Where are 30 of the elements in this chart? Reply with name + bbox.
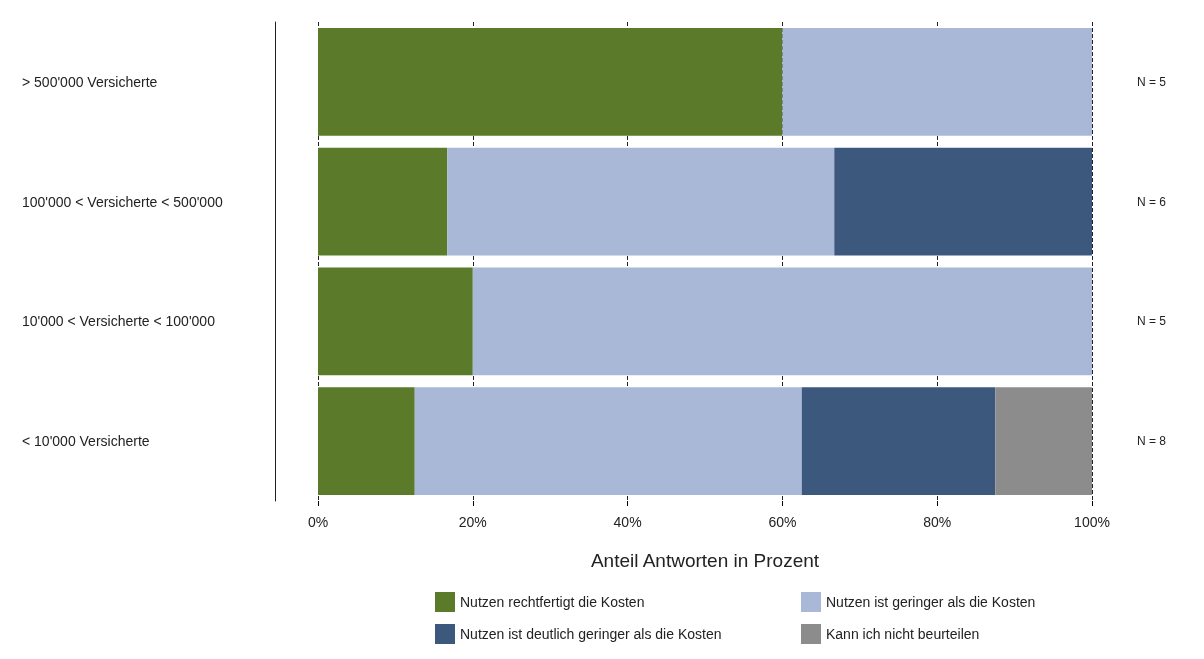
y-tick-label: > 500'000 Versicherte (22, 73, 158, 90)
x-axis-title: Anteil Antworten in Prozent (590, 550, 820, 571)
y-tick-label: < 10'000 Versicherte (22, 433, 150, 450)
x-tick-label: 20% (458, 514, 487, 530)
legend-label: Nutzen rechtfertigt die Kosten (460, 594, 645, 610)
x-tick-label: 40% (613, 514, 642, 530)
bar (318, 267, 473, 376)
y-tick-label: 100'000 < Versicherte < 500'000 (22, 193, 223, 210)
x-tick-label: 100% (1074, 514, 1110, 530)
bar (801, 387, 996, 496)
legend-label: Nutzen ist geringer als die Kosten (826, 594, 1036, 610)
y-tick-label: 10'000 < Versicherte < 100'000 (22, 313, 216, 330)
legend-label: Kann ich nicht beurteilen (826, 626, 980, 642)
legend-label: Nutzen ist deutlich geringer als die Kosten (460, 626, 722, 642)
bar (318, 27, 783, 136)
bar (447, 147, 835, 256)
bar (414, 387, 802, 496)
bar (472, 267, 1092, 376)
bar (318, 387, 415, 496)
x-tick-label: 60% (768, 514, 797, 530)
bar (995, 387, 1092, 496)
text: N = 5 (1137, 314, 1167, 329)
bar (834, 147, 1092, 256)
bar (782, 27, 1092, 136)
text: N = 8 (1137, 434, 1167, 449)
x-tick-label: 80% (923, 514, 952, 530)
text: N = 6 (1137, 194, 1167, 209)
x-tick-label: 0% (307, 514, 329, 530)
text: N = 5 (1137, 74, 1167, 89)
bar (318, 147, 448, 256)
